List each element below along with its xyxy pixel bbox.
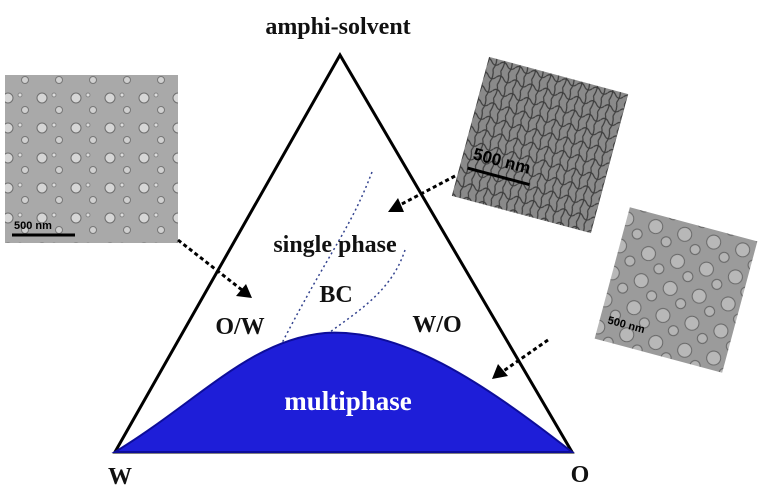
region-label: O/W [215, 314, 264, 340]
region-label: single phase [273, 232, 397, 258]
micrograph: 500 nm [5, 75, 178, 243]
region-label: BC [319, 282, 352, 308]
region-label: W/O [412, 312, 461, 338]
apex-label: amphi-solvent [265, 14, 410, 40]
phase-diagram: amphi-solvent single phase BC O/W W/O mu… [0, 0, 760, 492]
scale-bar: 500 nm [14, 220, 52, 232]
micrograph: 500 nm [595, 207, 758, 373]
micrograph: 500 nm [452, 57, 628, 233]
vertex-label: W [108, 464, 132, 490]
vertex-label: O [571, 462, 590, 488]
region-label: multiphase [284, 386, 412, 416]
